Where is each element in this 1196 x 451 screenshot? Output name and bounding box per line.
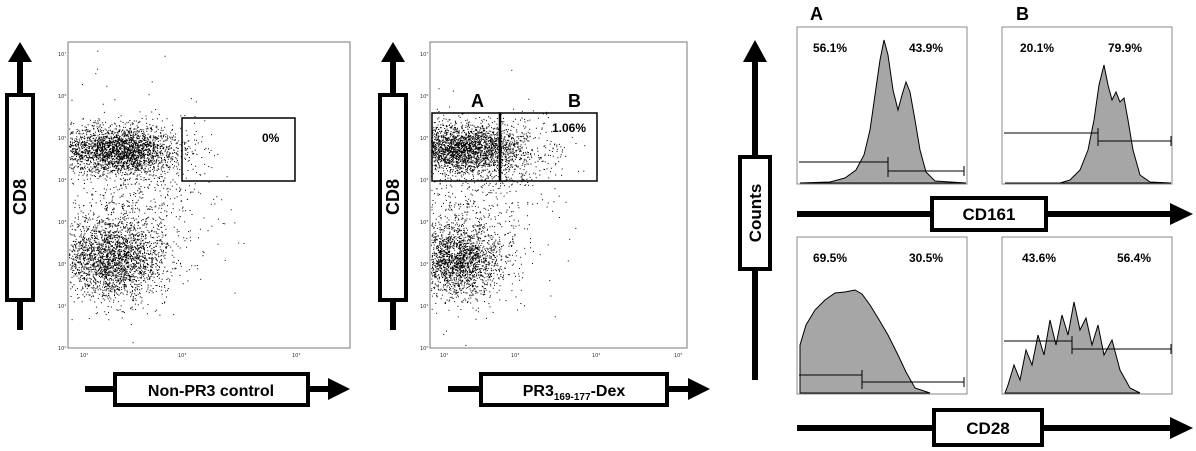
left-cd8-label: CD8 [10, 179, 30, 215]
cd28-label: CD28 [966, 419, 1009, 438]
left-ytick-6: 10⁶ [58, 94, 66, 100]
left-y-ticks: 10⁰ 10¹ 10² 10³ 10⁴ 10⁵ 10⁶ 10⁷ [58, 52, 66, 352]
middle-ytick-5: 10⁵ [420, 136, 428, 142]
left-gate-value: 0% [262, 131, 280, 145]
counts-axis-arrow: Counts [738, 40, 772, 380]
middle-x-label-main: PR3 [523, 383, 554, 400]
middle-x-label-tail: -Dex [591, 383, 626, 400]
middle-y-ticks: 10⁰ 10¹ 10² 10³ 10⁴ 10⁵ 10⁶ 10⁷ [420, 52, 428, 352]
middle-xtick-0: 10² [440, 353, 448, 359]
middle-ytick-1: 10¹ [420, 304, 428, 310]
middle-cd8-axis-arrow: CD8 [378, 42, 408, 330]
dot-cluster [69, 99, 228, 193]
hist-b-cd28-right: 56.4% [1117, 251, 1151, 265]
middle-dot-cloud [431, 69, 586, 346]
hist-a-cd161-left: 56.1% [813, 41, 847, 55]
cd28-axis-arrow: CD28 [797, 408, 1193, 447]
dot-cluster [69, 187, 198, 326]
middle-plot-frame [429, 41, 688, 349]
middle-gate-b-label: B [568, 91, 581, 111]
middle-ytick-7: 10⁷ [420, 52, 428, 58]
left-xtick-1: 10³ [178, 353, 186, 359]
hist-b-cd161-right: 79.9% [1108, 41, 1142, 55]
middle-gate-value: 1.06% [552, 121, 586, 135]
left-ytick-3: 10³ [58, 220, 66, 226]
left-cd8-axis-arrow: CD8 [5, 42, 35, 330]
counts-label: Counts [746, 184, 765, 243]
histogram-section: A B Counts 56.1% 43.9% 20.1% 79.9% [738, 4, 1193, 447]
hist-shape-a-cd28 [799, 289, 931, 394]
left-xtick-2: 10⁴ [292, 353, 300, 359]
middle-ytick-0: 10⁰ [420, 346, 428, 352]
middle-ytick-4: 10⁴ [420, 178, 428, 184]
hist-b-cd28-left: 43.6% [1022, 251, 1056, 265]
hist-a-cd28-left: 69.5% [813, 251, 847, 265]
middle-x-label: PR3169-177-Dex [523, 383, 626, 403]
middle-gate-a-label: A [471, 91, 484, 111]
left-ytick-7: 10⁷ [58, 52, 66, 58]
middle-xtick-3: 10⁵ [674, 353, 682, 359]
hist-markers [799, 128, 1172, 389]
middle-cd8-label: CD8 [383, 179, 403, 215]
left-gate [181, 117, 296, 182]
hist-b-cd161-left: 20.1% [1020, 41, 1054, 55]
dot-cluster [431, 188, 526, 320]
cd161-axis-arrow: CD161 [797, 196, 1193, 232]
hist-a-cd161-right: 43.9% [909, 41, 943, 55]
left-x-axis-arrow: Non-PR3 control [85, 372, 350, 407]
middle-ytick-2: 10² [420, 262, 428, 268]
left-plot-frame [67, 41, 351, 349]
middle-x-axis-arrow: PR3169-177-Dex [448, 372, 710, 407]
hist-a-cd28-right: 30.5% [909, 251, 943, 265]
left-x-label: Non-PR3 control [148, 383, 274, 400]
left-ytick-0: 10⁰ [58, 346, 66, 352]
hist-column-a-label: A [810, 4, 823, 24]
hist-shape-a-cd161 [799, 39, 967, 184]
left-xtick-0: 10² [80, 353, 88, 359]
middle-ytick-6: 10⁶ [420, 94, 428, 100]
left-x-ticks: 10² 10³ 10⁴ [80, 353, 300, 359]
hist-shape-b-cd161 [1005, 64, 1172, 184]
dot-cluster [460, 111, 586, 217]
left-dot-cloud [69, 50, 245, 344]
left-ytick-4: 10⁴ [58, 178, 66, 184]
middle-xtick-1: 10³ [511, 353, 519, 359]
middle-xtick-2: 10⁴ [592, 353, 600, 359]
left-ytick-2: 10² [58, 262, 66, 268]
dot-cluster [431, 108, 565, 195]
middle-x-ticks: 10² 10³ 10⁴ 10⁵ [440, 353, 682, 359]
dotplot-middle: CD8 A B 1.06% 10⁰ 10¹ 10² 10³ 10⁴ 10⁵ 10… [378, 41, 710, 407]
left-ytick-1: 10¹ [58, 304, 66, 310]
middle-ytick-3: 10³ [420, 220, 428, 226]
left-ytick-5: 10⁵ [58, 136, 66, 142]
cd161-label: CD161 [963, 205, 1016, 224]
middle-x-label-sub: 169-177 [554, 392, 591, 403]
dotplot-left: CD8 0% 10⁰ 10¹ 10² 10³ 10⁴ 10⁵ 10⁶ 10⁷ 1… [5, 41, 351, 407]
hist-column-b-label: B [1016, 4, 1029, 24]
